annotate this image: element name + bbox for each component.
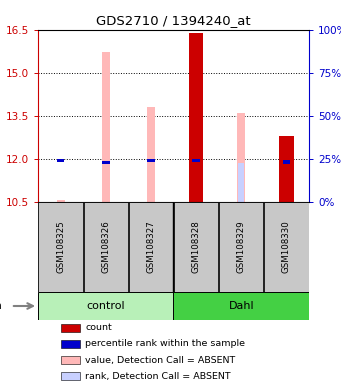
- Bar: [192, 159, 200, 162]
- Text: GSM108328: GSM108328: [192, 221, 201, 273]
- Bar: [102, 161, 109, 164]
- Bar: [174, 292, 309, 320]
- Bar: [61, 356, 80, 364]
- Bar: [61, 372, 80, 381]
- Text: GSM108325: GSM108325: [56, 221, 65, 273]
- Text: GSM108329: GSM108329: [237, 221, 246, 273]
- Bar: [39, 202, 83, 292]
- Bar: [174, 202, 218, 292]
- Title: GDS2710 / 1394240_at: GDS2710 / 1394240_at: [96, 15, 251, 27]
- Text: value, Detection Call = ABSENT: value, Detection Call = ABSENT: [85, 356, 236, 364]
- Bar: [219, 202, 263, 292]
- Text: GSM108330: GSM108330: [282, 221, 291, 273]
- Bar: [129, 202, 173, 292]
- Bar: [283, 160, 290, 164]
- Text: control: control: [86, 301, 125, 311]
- Bar: [189, 33, 203, 202]
- Bar: [57, 200, 65, 202]
- Bar: [264, 202, 309, 292]
- Bar: [38, 292, 174, 320]
- Bar: [147, 107, 155, 202]
- Bar: [102, 51, 110, 202]
- Text: strain: strain: [0, 301, 3, 311]
- Text: Dahl: Dahl: [228, 301, 254, 311]
- Bar: [279, 136, 294, 202]
- Text: percentile rank within the sample: percentile rank within the sample: [85, 339, 245, 349]
- Bar: [237, 113, 245, 202]
- Bar: [238, 163, 244, 202]
- Text: count: count: [85, 323, 112, 333]
- Text: rank, Detection Call = ABSENT: rank, Detection Call = ABSENT: [85, 371, 231, 381]
- Bar: [61, 339, 80, 349]
- Text: GSM108326: GSM108326: [101, 221, 110, 273]
- Bar: [61, 323, 80, 333]
- Bar: [84, 202, 128, 292]
- Bar: [147, 159, 155, 162]
- Bar: [57, 159, 64, 162]
- Text: GSM108327: GSM108327: [146, 221, 155, 273]
